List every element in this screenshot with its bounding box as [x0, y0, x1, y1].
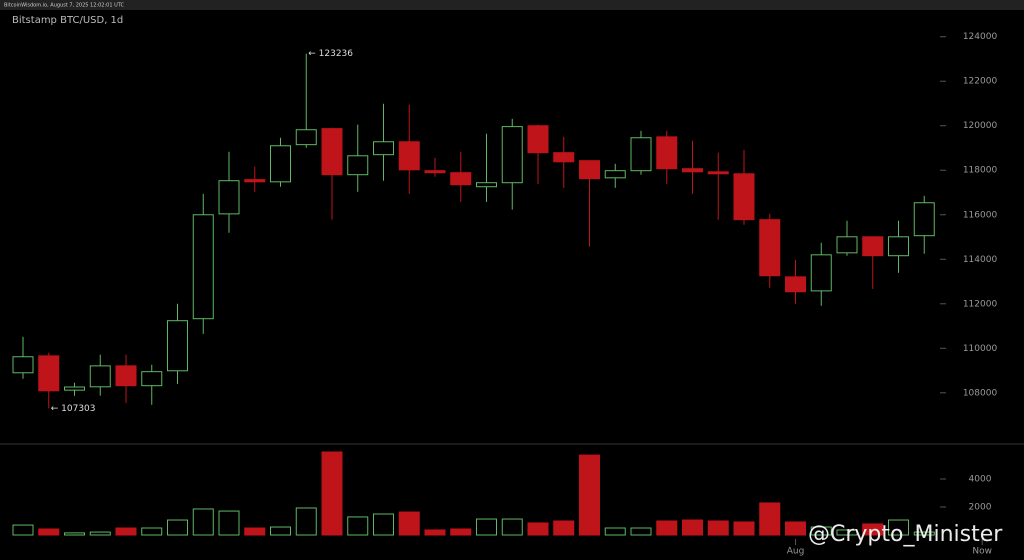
- candle-down: [527, 125, 549, 154]
- chart-title: Bitstamp BTC/USD, 1d: [12, 15, 123, 26]
- candle-up: [192, 214, 214, 320]
- volume-bar: [244, 527, 266, 536]
- volume-bar: [733, 521, 755, 536]
- candle-down: [115, 365, 137, 387]
- y-tick-label: 116000: [963, 210, 998, 220]
- volume-bar: [347, 516, 369, 536]
- volume-bar: [785, 521, 806, 536]
- candle-down: [733, 173, 755, 221]
- volume-bar: [862, 523, 884, 536]
- volume-bar: [38, 528, 60, 536]
- volume-bar: [295, 507, 317, 536]
- v-tick-label: 4000: [969, 475, 992, 485]
- volume-bar: [759, 502, 781, 536]
- candle-up: [913, 202, 935, 237]
- volume-bar: [424, 529, 446, 536]
- candle-down: [862, 236, 884, 257]
- volume-bar: [810, 526, 832, 536]
- y-tick-label: 124000: [963, 32, 998, 42]
- volume-bar: [527, 522, 549, 536]
- v-tick-label: 2000: [969, 503, 992, 513]
- candle-up: [630, 137, 652, 172]
- volume-bar: [707, 520, 729, 536]
- candle-down: [553, 152, 575, 163]
- candle-down: [321, 128, 343, 176]
- y-tick-label: 122000: [963, 77, 998, 87]
- volume-bar: [450, 528, 472, 536]
- candle-down: [38, 355, 60, 392]
- y-tick-label: 112000: [963, 299, 998, 309]
- candle-up: [888, 236, 909, 257]
- annotation: ← 107303: [51, 404, 96, 414]
- volume-bar: [89, 531, 111, 536]
- candle-down: [707, 171, 729, 175]
- volume-bar: [12, 524, 34, 536]
- candle-down: [450, 172, 472, 186]
- volume-bar: [630, 527, 652, 536]
- header: BitcoinWisdom.io, August 7, 2025 12:02:0…: [4, 3, 125, 9]
- volume-bar: [501, 518, 523, 536]
- candle-up: [836, 236, 858, 254]
- volume-bar: [888, 519, 909, 536]
- candle-up: [64, 386, 85, 391]
- candle-up: [347, 155, 369, 176]
- candle-down: [244, 179, 266, 183]
- volume-bar: [218, 510, 240, 536]
- volume-bar: [373, 513, 394, 536]
- watermark: @Crypto_Minister: [808, 522, 1003, 547]
- candle-up: [810, 254, 832, 292]
- candle-up: [12, 356, 34, 374]
- candle-up: [295, 129, 317, 146]
- volume-bar: [64, 532, 85, 536]
- volume-bar: [192, 508, 214, 536]
- volume-bar: [604, 527, 626, 536]
- candle-down: [759, 219, 781, 277]
- volume-bar: [836, 529, 858, 536]
- candle-down: [398, 141, 420, 171]
- candle-up: [604, 170, 626, 179]
- candle-down: [682, 168, 703, 173]
- volume-bar: [398, 511, 420, 536]
- volume-bar: [553, 520, 575, 536]
- volume-bar: [682, 519, 703, 536]
- y-tick-label: 110000: [963, 344, 998, 354]
- volume-bar: [476, 518, 497, 536]
- volume-bar: [141, 527, 163, 536]
- candle-up: [218, 180, 240, 215]
- candle-up: [476, 182, 497, 188]
- y-tick-label: 114000: [963, 255, 998, 265]
- y-tick-label: 120000: [963, 121, 998, 131]
- candle-up: [270, 145, 291, 183]
- annotation: ← 123236: [308, 49, 353, 59]
- volume-bar: [115, 527, 137, 536]
- volume-bar: [321, 451, 343, 536]
- candle-down: [579, 160, 600, 180]
- volume-bar: [656, 520, 678, 536]
- candle-up: [501, 126, 523, 184]
- volume-bar: [579, 454, 600, 536]
- top-bar: [0, 0, 1024, 10]
- candle-up: [89, 365, 111, 388]
- candle-up: [167, 320, 188, 372]
- volume-bar: [913, 531, 935, 536]
- x-tick-label: Now: [972, 547, 992, 557]
- volume-bar: [167, 519, 188, 536]
- candle-down: [424, 170, 446, 174]
- candle-down: [785, 276, 806, 293]
- candle-up: [373, 141, 394, 156]
- y-tick-label: 108000: [963, 388, 998, 398]
- candle-down: [656, 136, 678, 170]
- x-tick-label: Aug: [787, 547, 805, 557]
- volume-bar: [270, 526, 291, 536]
- candle-up: [141, 371, 163, 387]
- y-tick-label: 118000: [963, 166, 998, 176]
